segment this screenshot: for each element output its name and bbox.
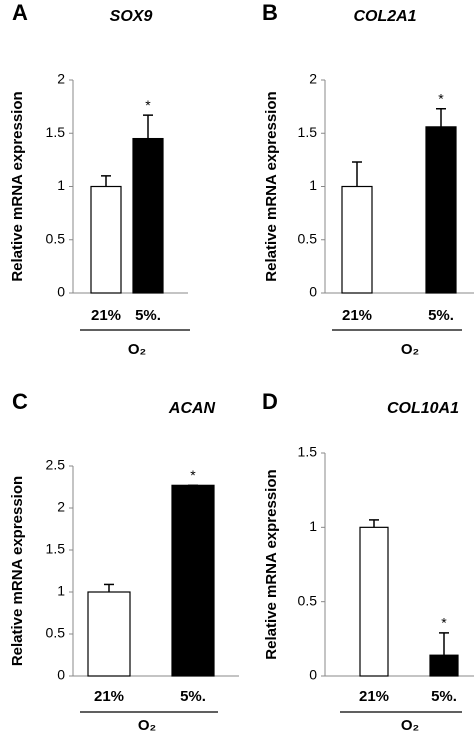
significance: * (145, 97, 151, 113)
y-tick-label: 1.5 (298, 124, 318, 140)
panel-letter: B (262, 0, 278, 25)
chart-title: COL2A1 (353, 8, 416, 25)
bar (425, 126, 457, 294)
y-tick-label: 1 (57, 583, 65, 599)
x-axis-label: O₂ (138, 717, 156, 734)
y-tick-label: 0.5 (46, 230, 66, 246)
chart-title: COL10A1 (387, 400, 459, 417)
y-axis-label: Relative mRNA expression (9, 91, 26, 281)
y-tick-label: 0 (57, 284, 65, 300)
category-label: 5%. (431, 688, 457, 705)
y-tick-label: 1.5 (46, 124, 66, 140)
y-tick-label: 2 (57, 499, 65, 515)
bar (132, 137, 164, 294)
x-axis-label: O₂ (128, 341, 146, 358)
category-label: 5%. (428, 307, 454, 324)
bar (359, 526, 389, 677)
y-tick-label: 0 (309, 284, 317, 300)
bar (429, 654, 459, 677)
chart-title: SOX9 (110, 8, 153, 25)
panel-letter: C (12, 389, 28, 414)
chart-title: ACAN (168, 400, 216, 417)
category-label: 21% (342, 307, 372, 324)
panel-letter: A (12, 0, 28, 25)
y-tick-label: 2 (309, 71, 317, 87)
y-tick-label: 2.5 (46, 457, 66, 473)
y-tick-label: 0.5 (298, 230, 318, 246)
bar (90, 185, 122, 294)
x-axis-label: O₂ (401, 341, 419, 358)
y-tick-label: 1 (309, 518, 317, 534)
category-label: 5%. (135, 307, 161, 324)
y-tick-label: 1 (309, 177, 317, 193)
y-tick-label: 1.5 (46, 541, 66, 557)
y-tick-label: 0 (57, 667, 65, 683)
panel-letter: D (262, 389, 278, 414)
significance: * (190, 467, 196, 483)
y-tick-label: 0 (309, 667, 317, 683)
y-tick-label: 1 (57, 177, 65, 193)
category-label: 21% (94, 688, 124, 705)
category-label: 21% (91, 307, 121, 324)
y-tick-label: 1.5 (298, 444, 318, 460)
significance: * (441, 615, 447, 631)
bar (87, 591, 131, 677)
x-axis-label: O₂ (401, 717, 419, 734)
category-label: 21% (359, 688, 389, 705)
y-axis-label: Relative mRNA expression (263, 469, 280, 659)
y-axis-label: Relative mRNA expression (9, 476, 26, 666)
y-tick-label: 0.5 (46, 625, 66, 641)
bar (341, 185, 373, 294)
significance: * (438, 90, 444, 106)
y-tick-label: 0.5 (298, 592, 318, 608)
y-axis-label: Relative mRNA expression (263, 91, 280, 281)
bar (171, 484, 215, 677)
category-label: 5%. (180, 688, 206, 705)
y-tick-label: 2 (57, 71, 65, 87)
